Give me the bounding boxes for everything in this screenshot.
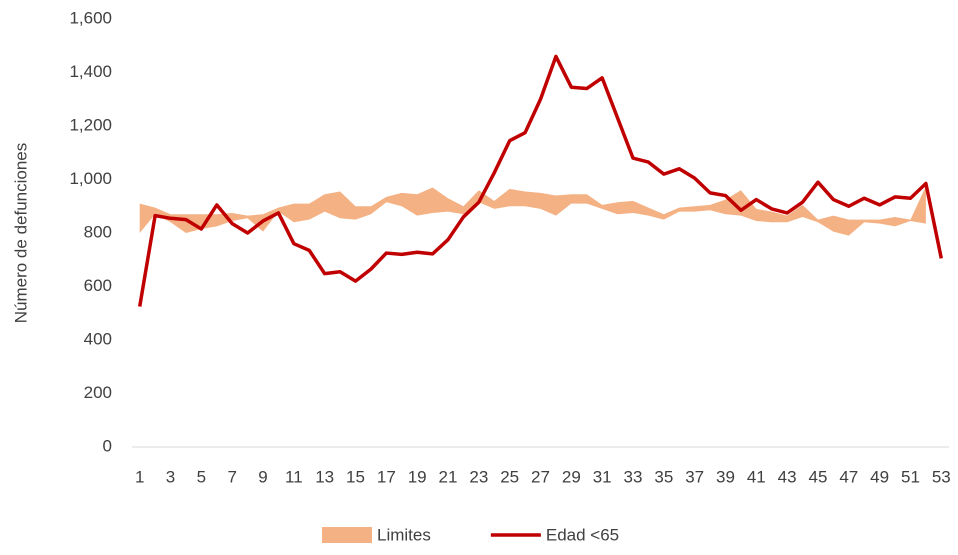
x-tick-label: 31 xyxy=(593,467,612,486)
y-tick-label: 1,000 xyxy=(69,169,112,188)
x-tick-label: 7 xyxy=(227,467,236,486)
x-tick-label: 15 xyxy=(346,467,365,486)
y-axis-label: Número de defunciones xyxy=(11,143,30,324)
legend-swatch xyxy=(322,527,372,543)
x-tick-label: 47 xyxy=(839,467,858,486)
x-tick-label: 9 xyxy=(258,467,267,486)
x-tick-label: 37 xyxy=(685,467,704,486)
y-tick-label: 800 xyxy=(84,222,112,241)
x-tick-label: 17 xyxy=(377,467,396,486)
y-tick-label: 400 xyxy=(84,329,112,348)
y-tick-label: 1,600 xyxy=(69,8,112,27)
legend-label: Edad <65 xyxy=(546,525,619,544)
y-tick-label: 1,200 xyxy=(69,115,112,134)
y-tick-label: 600 xyxy=(84,276,112,295)
x-tick-label: 27 xyxy=(531,467,550,486)
x-tick-label: 29 xyxy=(562,467,581,486)
x-tick-label: 21 xyxy=(439,467,458,486)
x-tick-label: 51 xyxy=(901,467,920,486)
x-tick-label: 45 xyxy=(809,467,828,486)
x-tick-label: 5 xyxy=(197,467,206,486)
x-tick-label: 3 xyxy=(166,467,175,486)
y-tick-label: 0 xyxy=(103,436,112,455)
x-tick-label: 11 xyxy=(285,467,303,486)
x-tick-label: 41 xyxy=(747,467,766,486)
x-tick-label: 39 xyxy=(716,467,735,486)
x-tick-label: 13 xyxy=(315,467,334,486)
y-tick-label: 200 xyxy=(84,383,112,402)
x-tick-label: 33 xyxy=(624,467,643,486)
x-tick-label: 49 xyxy=(870,467,889,486)
x-tick-label: 19 xyxy=(408,467,427,486)
y-tick-label: 1,400 xyxy=(69,62,112,81)
x-tick-label: 43 xyxy=(778,467,797,486)
x-tick-label: 1 xyxy=(135,467,144,486)
x-tick-label: 23 xyxy=(469,467,488,486)
x-tick-label: 35 xyxy=(654,467,673,486)
x-tick-label: 25 xyxy=(500,467,519,486)
series-line xyxy=(137,54,944,307)
legend-label: Limites xyxy=(377,525,431,544)
x-tick-label: 53 xyxy=(932,467,951,486)
